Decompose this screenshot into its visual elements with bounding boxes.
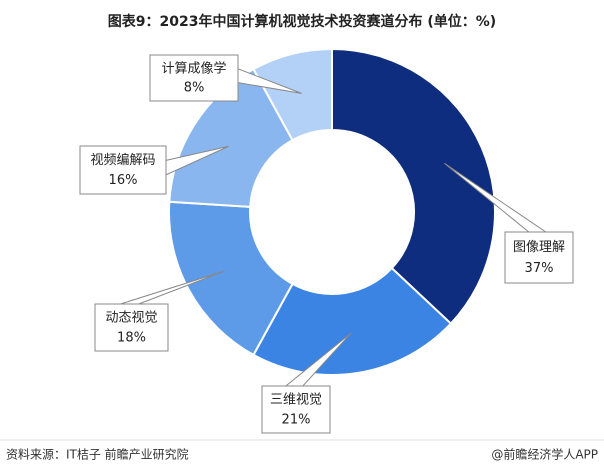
category-label: 动态视觉 [105, 311, 157, 326]
slice [168, 67, 294, 208]
category-label: 三维视觉 [270, 393, 322, 408]
chart-title: 图表9：2023年中国计算机视觉技术投资赛道分布 (单位：%) [108, 13, 496, 30]
callout-box [94, 303, 169, 352]
value-label: 21% [282, 412, 311, 427]
slice [252, 47, 333, 142]
category-label: 视频编解码 [90, 153, 155, 168]
value-label: 16% [109, 173, 138, 188]
value-label: 37% [525, 261, 554, 276]
callout-box [79, 145, 167, 195]
category-label: 计算成像学 [161, 60, 226, 76]
slice [252, 266, 453, 376]
category-label: 图像理解 [513, 240, 565, 255]
callout-box [261, 385, 331, 434]
callout-box [149, 54, 239, 102]
slice [168, 200, 294, 357]
callout-box [504, 231, 574, 284]
value-label: 8% [184, 81, 205, 96]
value-label: 18% [117, 330, 146, 345]
slice [331, 47, 496, 325]
source: 资料来源：IT桔子 前瞻产业研究院 [6, 447, 189, 462]
credit: @前瞻经济学人APP [491, 447, 598, 462]
